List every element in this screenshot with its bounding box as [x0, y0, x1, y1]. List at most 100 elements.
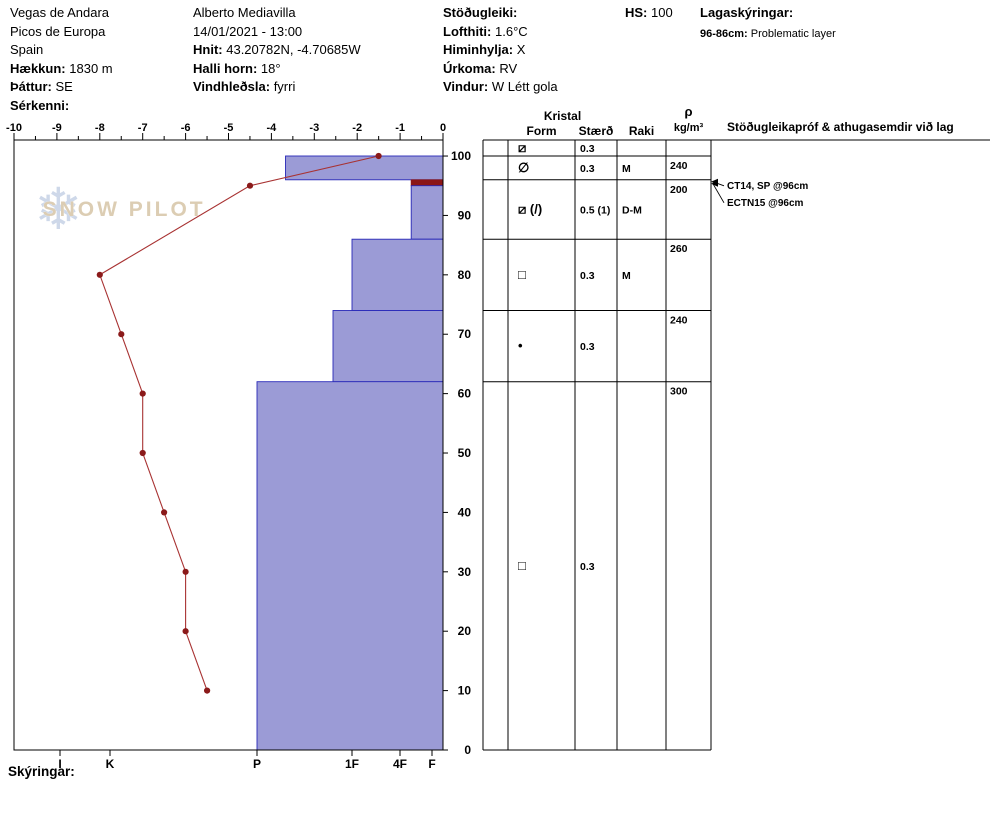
annotation-arrowhead	[711, 180, 718, 187]
size-column-header: Stærð	[579, 124, 614, 138]
temp-axis-tick-label: -4	[267, 122, 278, 134]
wind-label: Vindur:	[443, 79, 489, 94]
temp-axis-tick-label: -6	[181, 122, 191, 134]
temperature-line	[99, 155, 379, 691]
elevation-row: Hækkun: 1830 m	[10, 60, 113, 79]
site-country: Spain	[10, 42, 44, 57]
header-hs-block: HS: 100	[625, 4, 673, 23]
hardness-axis-tick-label: P	[253, 757, 261, 771]
moisture-cell: M	[622, 270, 631, 282]
aspect-row: Þáttur: SE	[10, 78, 113, 97]
elevation-value: 1830 m	[69, 60, 113, 76]
airtemp-value: 1.6°C	[495, 23, 528, 39]
header-layer-notes-block: Lagaskýringar: 96-86cm: Problematic laye…	[700, 4, 836, 43]
hardness-axis-tick-label: F	[428, 757, 435, 771]
site-name: Vegas de Andara	[10, 5, 110, 20]
temp-axis-tick-label: -5	[224, 122, 234, 134]
sky-label: Himinhylja:	[443, 42, 514, 57]
snow-layer-bar	[332, 310, 444, 383]
temp-axis-tick-label: -10	[6, 122, 22, 134]
moisture-cell: D-M	[622, 204, 642, 216]
airtemp-row: Lofthiti: 1.6°C	[443, 23, 558, 42]
temp-axis-tick-label: -7	[138, 122, 148, 134]
stability-row: Stöðugleiki:	[443, 4, 558, 23]
grain-form-cell: ⧄	[518, 140, 526, 155]
aspect-value: SE	[55, 79, 73, 94]
temperature-point	[246, 182, 254, 189]
grain-size-cell: 0.3	[580, 561, 595, 573]
depth-axis-tick-label: 100	[451, 149, 471, 163]
slope-value: 18°	[260, 60, 281, 76]
density-cell: 260	[670, 243, 688, 255]
grain-form-cell: •	[518, 338, 523, 353]
layer-note: 96-86cm: Problematic layer	[700, 25, 836, 44]
density-cell: 200	[670, 184, 688, 196]
observer-name: Alberto Mediavilla	[193, 5, 296, 20]
grain-size-cell: 0.5 (1)	[580, 204, 610, 216]
flagged-layer-bar	[410, 179, 444, 187]
grain-form-cell: □	[518, 267, 526, 282]
temp-axis-tick-label: -9	[52, 122, 62, 134]
density-cell: 300	[670, 386, 688, 398]
temperature-point	[182, 628, 189, 635]
depth-axis-tick-label: 0	[464, 743, 471, 757]
grain-form-cell: ∅	[518, 160, 529, 175]
snow-layer-bar	[410, 185, 444, 240]
grain-form-cell: □	[518, 558, 526, 573]
hs-row: HS: 100	[625, 4, 673, 23]
moisture-column-header: Raki	[629, 124, 654, 138]
layer-note-text: Problematic layer	[750, 27, 836, 40]
airtemp-label: Lofthiti:	[443, 23, 492, 39]
moisture-cell: M	[622, 163, 631, 175]
depth-axis-tick-label: 80	[458, 268, 472, 282]
elevation-label: Hækkun:	[10, 60, 66, 76]
hardness-axis-tick-label: I	[58, 757, 61, 771]
density-cell: 240	[670, 314, 688, 326]
depth-axis-tick-label: 10	[458, 684, 472, 698]
depth-axis-tick-label: 50	[458, 446, 472, 460]
temp-axis-tick-label: 0	[440, 122, 446, 134]
windload-value: fyrri	[273, 79, 296, 94]
layer-notes-label: Lagaskýringar:	[700, 5, 794, 20]
grain-size-cell: 0.3	[580, 163, 595, 175]
snowpilot-brand-text: SNOW PILOT	[42, 198, 206, 221]
grain-size-cell: 0.3	[580, 341, 595, 353]
hardness-axis-tick-label: K	[106, 757, 115, 771]
precip-row: Úrkoma: RV	[443, 60, 558, 79]
snow-layer-bar	[256, 381, 444, 751]
temp-axis-tick-label: -2	[352, 122, 362, 134]
temperature-point	[182, 568, 189, 575]
coords-row: Hnit: 43.20782N, -4.70685W	[193, 41, 361, 60]
temperature-point	[161, 509, 168, 516]
legend-label: Skýringar:	[8, 764, 75, 779]
header-weather-block: Stöðugleiki: Lofthiti: 1.6°C Himinhylja:…	[443, 4, 558, 97]
form-column-header: Form	[527, 124, 557, 138]
sky-value: X	[516, 42, 526, 57]
temp-axis-tick-label: -3	[309, 122, 319, 134]
temperature-point	[139, 449, 146, 457]
temperature-point	[139, 390, 146, 397]
kristal-header: Kristal	[544, 109, 581, 123]
header-location-block: Vegas de Andara Picos de Europa Spain Hæ…	[10, 4, 113, 115]
wind-row: Vindur: W Létt gola	[443, 78, 558, 97]
depth-axis-tick-label: 70	[458, 327, 472, 341]
precip-label: Úrkoma:	[443, 60, 496, 76]
annotation-arrow	[712, 183, 725, 204]
slope-row: Halli horn: 18°	[193, 60, 361, 79]
temperature-point	[96, 271, 103, 278]
depth-axis-tick-label: 20	[458, 624, 472, 638]
snowflake-icon: ❄	[34, 177, 83, 242]
coords-value: 43.20782N, -4.70685W	[226, 42, 361, 57]
temp-axis-tick-label: -1	[395, 122, 405, 134]
grain-size-cell: 0.3	[580, 270, 595, 282]
stability-test-annotation: ECTN15 @96cm	[727, 198, 804, 209]
depth-axis-tick-label: 60	[458, 387, 472, 401]
density-unit-header: kg/m³	[674, 122, 704, 134]
snowpilot-watermark: ❄ SNOW PILOT	[34, 178, 206, 242]
observation-datetime: 14/01/2021 - 13:00	[193, 23, 303, 39]
aspect-label: Þáttur:	[10, 79, 52, 94]
stability-label: Stöðugleiki:	[443, 5, 518, 20]
features-label: Sérkenni:	[10, 97, 70, 113]
features-row: Sérkenni:	[10, 97, 113, 116]
